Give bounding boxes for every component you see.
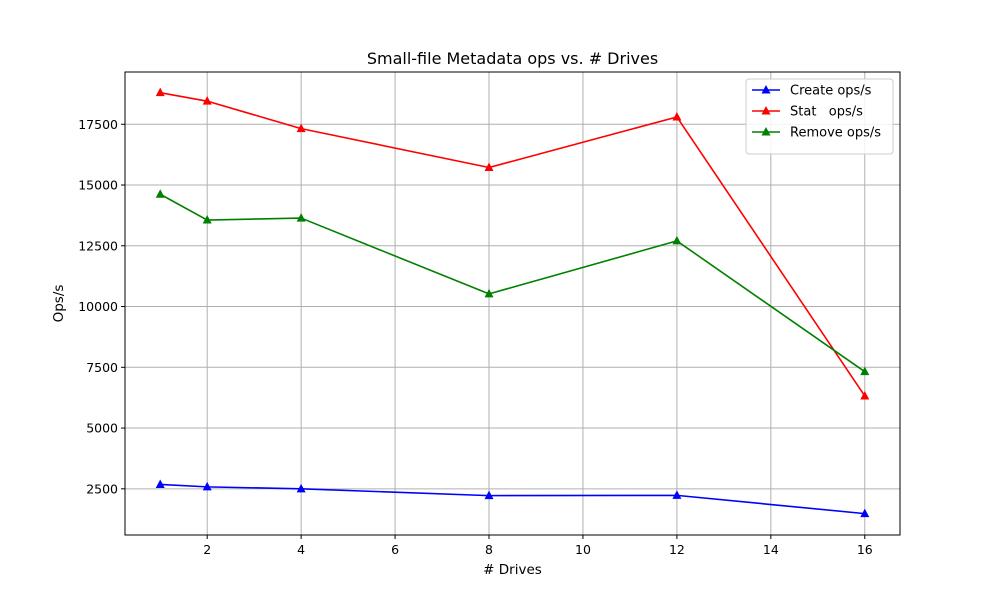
legend-swatch-marker [761,85,771,94]
x-tick-label: 16 [857,542,873,557]
data-point-remove [860,366,870,376]
y-tick-label: 17500 [78,117,118,132]
y-tick-label: 7500 [86,360,118,375]
x-tick-label: 2 [203,542,211,557]
data-point-stat [155,87,165,97]
series-create [155,479,870,518]
data-point-stat [484,162,494,172]
series-line-stat [160,91,866,397]
series-remove [155,189,870,376]
y-tick-label: 15000 [78,178,118,193]
legend-box [745,78,894,155]
data-point-stat [672,111,682,121]
y-tick-label: 2500 [86,481,118,496]
x-tick-label: 4 [297,542,305,557]
data-point-create [296,483,306,493]
legend-item-create: Create ops/s [752,84,872,99]
y-axis-ticks: 2500 5000 7500 10000 12500 15000 17500 [78,117,125,496]
y-axis-label: Ops/s [51,285,67,323]
legend-item-remove: Remove ops/s [752,126,881,141]
data-point-remove [296,213,306,222]
data-point-stat [202,96,212,105]
legend-label: Stat ops/s [790,105,863,120]
x-axis-ticks: 2 4 6 8 10 12 14 16 [203,535,873,557]
x-tick-label: 8 [485,542,493,557]
x-axis-label: # Drives [483,562,542,578]
y-tick-label: 12500 [78,238,118,253]
legend-item-stat: Stat ops/s [752,105,863,120]
data-point-remove [672,235,682,245]
series-line-create [160,483,865,515]
chart-title: Small-file Metadata ops vs. # Drives [367,49,658,68]
y-tick-label: 5000 [86,421,118,436]
data-point-remove [155,189,165,198]
data-point-create [484,490,494,500]
plot-frame [124,71,901,536]
x-tick-label: 10 [575,542,591,557]
data-point-create [202,481,212,491]
data-point-stat [296,123,306,133]
x-tick-label: 6 [391,542,399,557]
series-stat [155,87,870,400]
data-point-stat [860,390,870,400]
data-point-create [860,508,870,518]
series-layer [155,87,870,518]
data-point-create [155,479,165,488]
data-point-remove [202,215,212,224]
legend-swatch-marker [761,127,771,136]
series-line-remove [159,193,866,373]
legend-label: Create ops/s [790,84,872,99]
legend: Create ops/s Stat ops/s Remove ops/s [745,78,894,155]
y-tick-label: 10000 [78,299,118,314]
grid [125,72,900,535]
x-tick-label: 14 [763,542,779,557]
legend-swatch-marker [761,106,771,115]
data-point-create [672,490,682,499]
legend-label: Remove ops/s [790,126,881,141]
x-tick-label: 12 [669,542,685,557]
data-point-remove [484,288,494,298]
